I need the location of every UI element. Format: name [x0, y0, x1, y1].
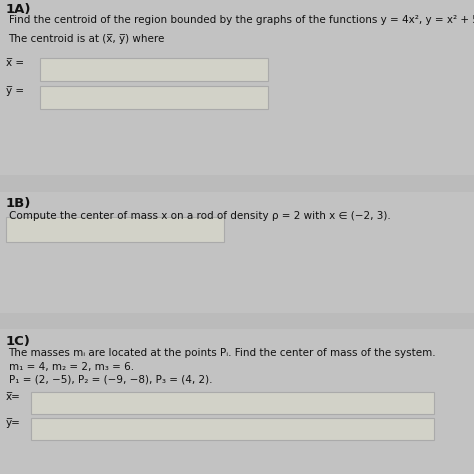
Text: y̅=: y̅= [6, 418, 21, 428]
Text: The centroid is at (x̅, y̅) where: The centroid is at (x̅, y̅) where [9, 34, 165, 44]
Text: 1A): 1A) [6, 3, 31, 16]
Text: x̅ =: x̅ = [6, 58, 24, 68]
Bar [0, 329, 474, 474]
Bar [31, 392, 434, 414]
Bar [0, 313, 474, 329]
Text: The masses mᵢ are located at the points Pᵢ. Find the center of mass of the syste: The masses mᵢ are located at the points … [9, 348, 436, 358]
Bar [0, 175, 474, 192]
Bar [31, 418, 434, 440]
Text: m₁ = 4, m₂ = 2, m₃ = 6.: m₁ = 4, m₂ = 2, m₃ = 6. [9, 362, 134, 372]
Bar [40, 86, 268, 109]
Text: Find the centroid of the region bounded by the graphs of the functions y = 4x², : Find the centroid of the region bounded … [9, 15, 474, 25]
Text: P₁ = (2, −5), P₂ = (−9, −8), P₃ = (4, 2).: P₁ = (2, −5), P₂ = (−9, −8), P₃ = (4, 2)… [9, 374, 212, 384]
Text: y̅ =: y̅ = [6, 86, 24, 96]
Text: Compute the center of mass x on a rod of density ρ = 2 with x ∈ (−2, 3).: Compute the center of mass x on a rod of… [9, 211, 390, 221]
Text: x̅=: x̅= [6, 392, 21, 402]
Text: 1C): 1C) [6, 335, 30, 347]
Bar [0, 192, 474, 313]
Text: 1B): 1B) [6, 197, 31, 210]
Bar [6, 217, 224, 242]
Bar [40, 58, 268, 81]
Bar [0, 0, 474, 175]
